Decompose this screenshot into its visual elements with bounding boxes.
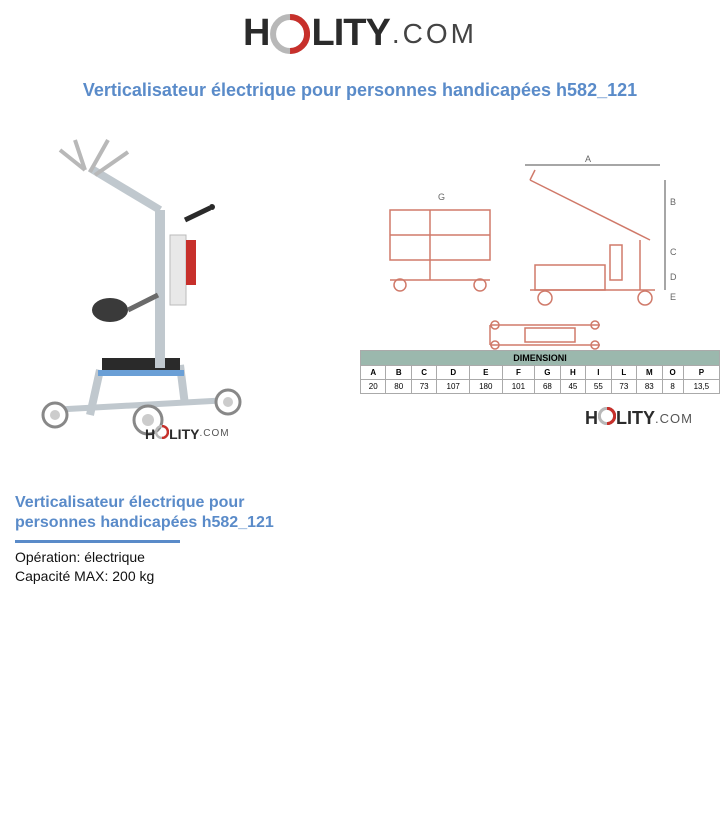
dim-col: F <box>502 366 535 380</box>
dim-col: H <box>560 366 585 380</box>
dim-val: 20 <box>361 380 386 394</box>
dim-col: I <box>586 366 611 380</box>
dim-header: DIMENSIONI <box>361 351 720 366</box>
logo-lity: LITY <box>312 12 390 55</box>
logo-top: H LITY .COM <box>243 12 477 55</box>
dim-val: 68 <box>535 380 560 394</box>
dim-col: E <box>470 366 503 380</box>
logo-dotcom: .COM <box>392 18 477 50</box>
logo-small-right: H LITY .COM <box>585 407 693 430</box>
product-image <box>30 120 250 440</box>
logo-h: H <box>243 12 269 55</box>
dim-val: 13,5 <box>683 380 719 394</box>
dim-val: 107 <box>437 380 470 394</box>
dim-val: 83 <box>637 380 662 394</box>
dim-col: C <box>411 366 436 380</box>
dim-val: 80 <box>386 380 411 394</box>
product-title: Verticalisateur électrique pour personne… <box>15 493 274 533</box>
svg-text:D: D <box>670 272 677 282</box>
spec-operation: Opération: électrique <box>15 548 154 567</box>
dim-val: 73 <box>411 380 436 394</box>
title-line: personnes handicapées h582_121 <box>15 513 274 533</box>
dim-val: 101 <box>502 380 535 394</box>
svg-text:B: B <box>670 197 676 207</box>
title-line: Verticalisateur électrique pour <box>15 493 274 513</box>
svg-text:G: G <box>438 192 445 202</box>
dim-val: 55 <box>586 380 611 394</box>
dim-values-row: 20 80 73 107 180 101 68 45 55 73 83 8 13… <box>361 380 720 394</box>
dim-col: O <box>662 366 683 380</box>
dim-val: 45 <box>560 380 585 394</box>
logo-o-small-icon <box>155 425 169 442</box>
svg-text:C: C <box>670 247 677 257</box>
specs-block: Opération: électrique Capacité MAX: 200 … <box>15 548 154 586</box>
svg-text:A: A <box>585 154 591 164</box>
dim-val: 73 <box>611 380 636 394</box>
logo-small-left: H LITY .COM <box>145 425 230 442</box>
dim-col: M <box>637 366 662 380</box>
logo-o-small-icon <box>598 407 616 430</box>
title-underline <box>15 540 180 543</box>
page-title: Verticalisateur électrique pour personne… <box>83 80 637 101</box>
dim-col: G <box>535 366 560 380</box>
dim-col: A <box>361 366 386 380</box>
logo-o-icon <box>271 14 311 54</box>
dim-col: L <box>611 366 636 380</box>
dim-cols-row: A B C D E F G H I L M O P <box>361 366 720 380</box>
dim-col: B <box>386 366 411 380</box>
dimensions-table: DIMENSIONI A B C D E F G H I L M O P 20 … <box>360 350 720 394</box>
svg-text:E: E <box>670 292 676 302</box>
spec-capacity: Capacité MAX: 200 kg <box>15 567 154 586</box>
dim-val: 180 <box>470 380 503 394</box>
dim-val: 8 <box>662 380 683 394</box>
dim-col: D <box>437 366 470 380</box>
dim-col: P <box>683 366 719 380</box>
